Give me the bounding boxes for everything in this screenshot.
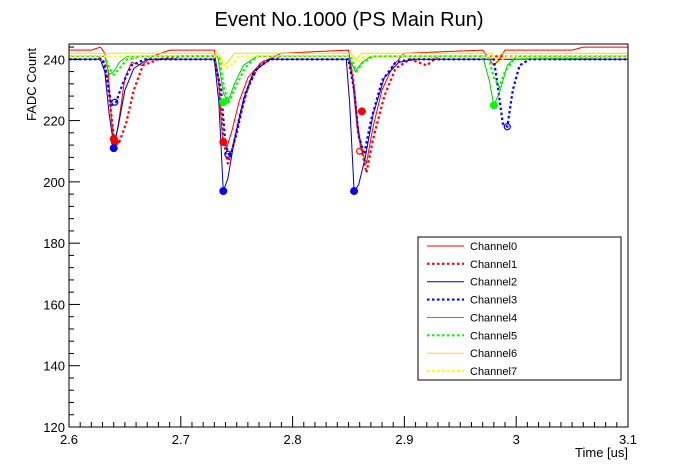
y-tick-label: 160 (43, 297, 65, 312)
series-layer (69, 46, 628, 192)
peak-marker-channel4 (489, 101, 498, 110)
series-line-channel5 (69, 55, 628, 104)
x-tick-label: 3 (513, 432, 520, 447)
series-line-channel7 (69, 55, 628, 70)
legend-label-channel0: Channel0 (470, 241, 517, 253)
y-tick-label: 200 (43, 175, 65, 190)
peak-marker-channel2 (109, 144, 118, 153)
legend-label-channel3: Channel3 (470, 295, 517, 307)
x-tick-label: 2.7 (172, 432, 190, 447)
y-axis: 120 140 160 180 200 220 240 (43, 46, 80, 435)
y-axis-label: FADC Count (24, 48, 39, 121)
legend-label-channel6: Channel6 (470, 348, 517, 360)
peak-marker-channel0 (357, 107, 366, 116)
legend-label-channel4: Channel4 (470, 312, 517, 324)
peak-marker-channel4 (219, 98, 228, 107)
y-tick-label: 240 (43, 52, 65, 67)
marker-layer (109, 98, 511, 196)
peak-marker-channel3 (111, 98, 119, 106)
legend-label-channel5: Channel5 (470, 330, 517, 342)
peak-marker-channel3 (224, 150, 232, 158)
peak-marker-channel3 (503, 123, 511, 131)
peak-marker-channel2 (350, 187, 359, 196)
peak-marker-channel0 (219, 138, 228, 147)
x-tick-label: 2.8 (284, 432, 302, 447)
legend-label-channel2: Channel2 (470, 277, 517, 289)
peak-marker-channel1 (109, 134, 118, 143)
chart-title: Event No.1000 (PS Main Run) (214, 9, 483, 31)
legend-label-channel1: Channel1 (470, 259, 517, 271)
legend-box (417, 236, 622, 381)
y-tick-label: 140 (43, 359, 65, 374)
x-tick-label: 3.1 (619, 432, 637, 447)
legend-label-channel7: Channel7 (470, 366, 517, 378)
x-axis-label: Time [us] (575, 445, 628, 460)
x-tick-label: 2.9 (395, 432, 413, 447)
series-line-channel3 (69, 58, 628, 159)
y-tick-label: 120 (43, 420, 65, 435)
legend: Channel0 Channel1 Channel2 Channel3 Channel4… (417, 236, 622, 381)
y-tick-label: 180 (43, 236, 65, 251)
y-tick-label: 220 (43, 114, 65, 129)
x-axis: 2.6 2.7 2.8 2.9 3 3.1 (60, 416, 637, 447)
peak-marker-channel2 (219, 187, 228, 196)
x-tick-label: 2.6 (60, 432, 78, 447)
peak-marker-channel1 (356, 147, 364, 155)
